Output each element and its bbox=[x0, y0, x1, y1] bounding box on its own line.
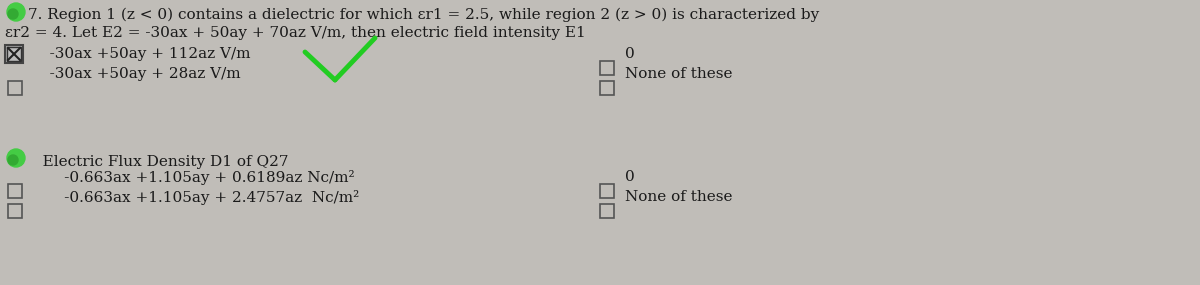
Bar bbox=[600, 204, 614, 218]
Text: 0: 0 bbox=[625, 47, 635, 61]
Text: Electric Flux Density D1 of Q27: Electric Flux Density D1 of Q27 bbox=[28, 155, 288, 169]
Circle shape bbox=[8, 155, 18, 165]
Text: -30ax +50ay + 112az V/m: -30ax +50ay + 112az V/m bbox=[35, 47, 251, 61]
Text: 7. Region 1 (z < 0) contains a dielectric for which εr1 = 2.5, while region 2 (z: 7. Region 1 (z < 0) contains a dielectri… bbox=[28, 8, 820, 23]
Bar bbox=[7, 47, 22, 61]
Text: 0: 0 bbox=[625, 170, 635, 184]
Text: None of these: None of these bbox=[625, 67, 732, 81]
Text: εr2 = 4. Let E2 = -30ax + 50ay + 70az V/m, then electric field intensity E1: εr2 = 4. Let E2 = -30ax + 50ay + 70az V/… bbox=[5, 26, 586, 40]
Text: -0.663ax +1.105ay + 2.4757az  Nc/m²: -0.663ax +1.105ay + 2.4757az Nc/m² bbox=[35, 190, 359, 205]
Bar bbox=[8, 81, 22, 95]
Bar bbox=[600, 61, 614, 75]
Bar bbox=[600, 184, 614, 198]
Text: -30ax +50ay + 28az V/m: -30ax +50ay + 28az V/m bbox=[35, 67, 241, 81]
Bar bbox=[8, 184, 22, 198]
Text: None of these: None of these bbox=[625, 190, 732, 204]
Circle shape bbox=[7, 149, 25, 167]
Circle shape bbox=[8, 9, 18, 19]
Circle shape bbox=[7, 3, 25, 21]
Bar bbox=[8, 204, 22, 218]
Bar bbox=[5, 45, 23, 63]
Text: -0.663ax +1.105ay + 0.6189az Nc/m²: -0.663ax +1.105ay + 0.6189az Nc/m² bbox=[35, 170, 355, 185]
Bar bbox=[600, 81, 614, 95]
